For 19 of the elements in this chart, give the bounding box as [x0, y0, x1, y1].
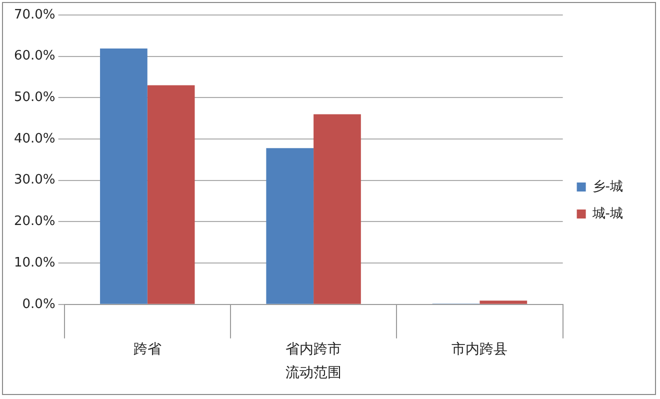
- x-axis-title: 流动范围: [286, 365, 342, 382]
- y-tick-label: 10.0%: [14, 255, 56, 270]
- bar: [147, 85, 195, 304]
- y-tick-label: 70.0%: [14, 7, 56, 22]
- y-tick-label: 40.0%: [14, 131, 56, 146]
- x-tick-label: 市内跨县: [452, 341, 508, 358]
- y-tick-label: 50.0%: [14, 90, 56, 106]
- x-tick-label: 省内跨市: [286, 341, 342, 358]
- legend-label: 乡-城: [592, 179, 624, 194]
- bar: [266, 148, 314, 304]
- legend-label: 城-城: [591, 206, 624, 222]
- bar: [480, 300, 528, 304]
- y-tick-label: 20.0%: [14, 214, 56, 230]
- x-tick-label: 跨省: [133, 341, 162, 358]
- bar: [100, 48, 148, 304]
- y-tick-label: 0.0%: [22, 296, 56, 312]
- bar: [314, 114, 361, 304]
- y-tick-label: 60.0%: [14, 48, 56, 64]
- y-tick-label: 30.0%: [14, 172, 56, 188]
